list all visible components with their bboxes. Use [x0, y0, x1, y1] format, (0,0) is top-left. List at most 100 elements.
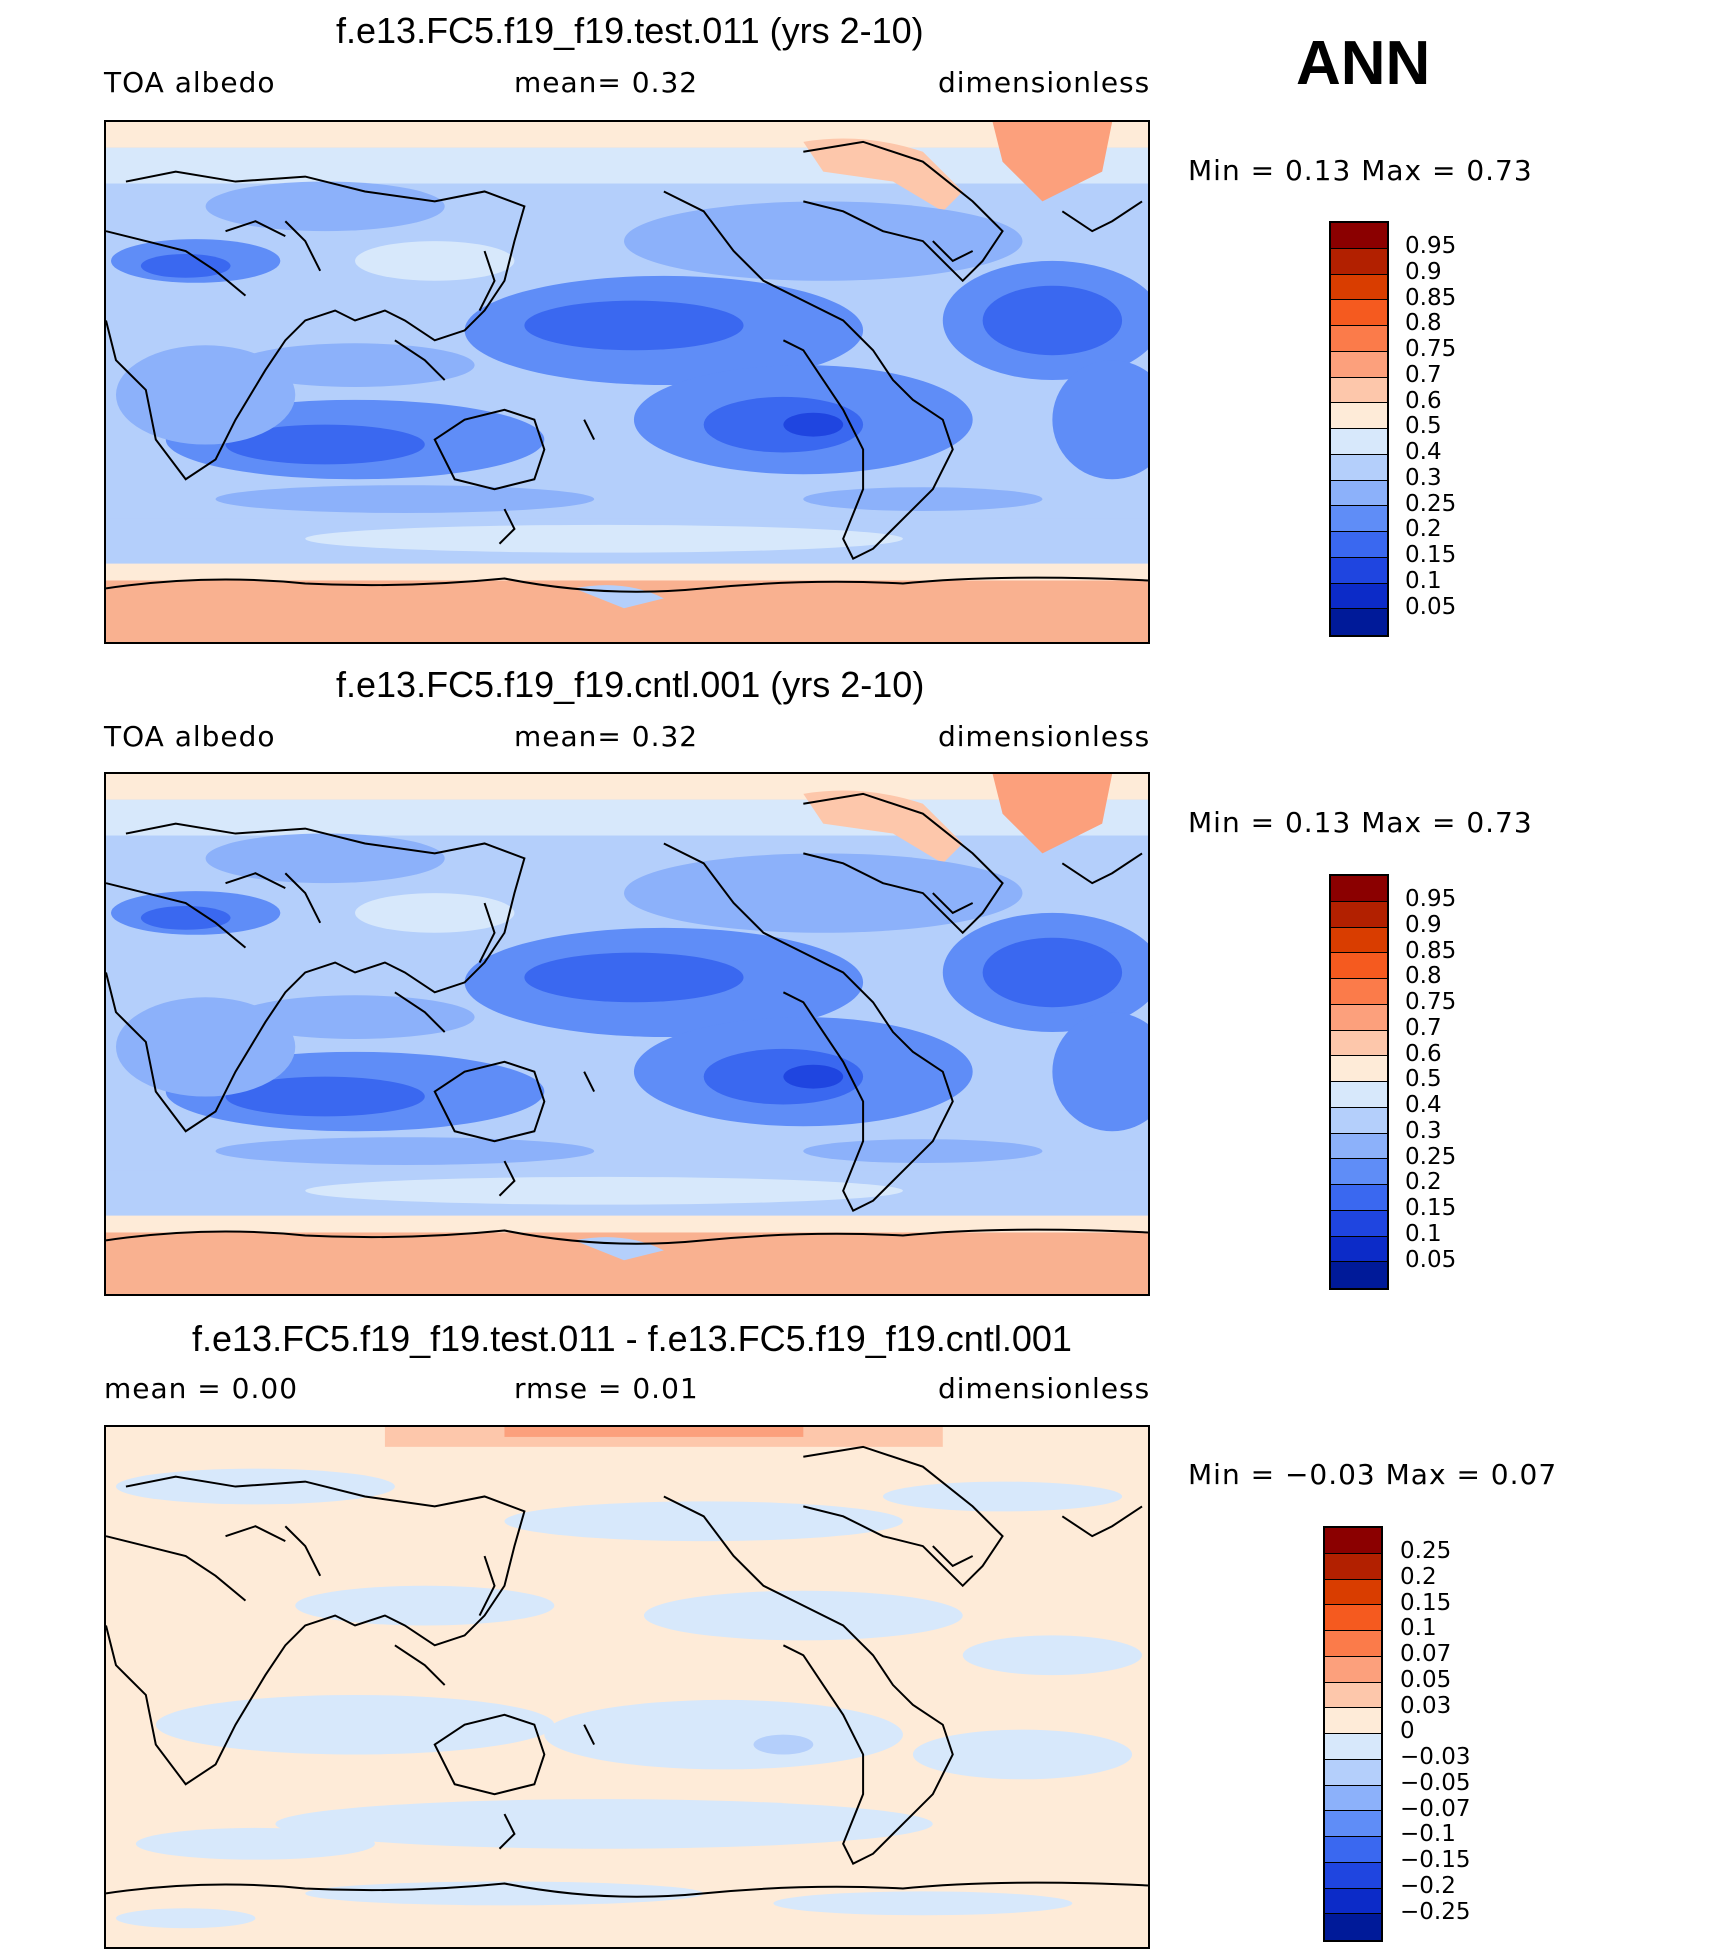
colorbar-swatch [1325, 1759, 1381, 1786]
colorbar-label: −0.05 [1400, 1769, 1471, 1796]
colorbar-label: −0.15 [1400, 1847, 1471, 1873]
colorbar-swatch [1331, 876, 1387, 902]
panel-1-title: f.e13.FC5.f19_f19.test.011 (yrs 2-10) [336, 10, 924, 51]
colorbar-swatch [1331, 532, 1387, 558]
panel-1-map-plot [106, 122, 1148, 642]
colorbar-label: 0.25 [1405, 1143, 1457, 1170]
colorbar-swatch [1331, 1210, 1387, 1237]
colorbar-label: 0.95 [1405, 886, 1457, 912]
panel-1-minmax: Min = 0.13 Max = 0.73 [1188, 154, 1533, 187]
colorbar-swatch [1331, 1030, 1387, 1057]
colorbar-label: −0.25 [1400, 1898, 1471, 1925]
colorbar-swatch [1325, 1579, 1381, 1606]
colorbar-swatch [1331, 927, 1387, 954]
colorbar-label: 0.8 [1405, 963, 1442, 990]
colorbar-swatch [1325, 1631, 1381, 1657]
panel-3-map-plot [106, 1427, 1148, 1947]
colorbar-swatch [1331, 1262, 1387, 1288]
colorbar-swatch [1331, 1004, 1387, 1031]
colorbar-swatch [1331, 454, 1387, 481]
colorbar-swatch [1331, 583, 1387, 610]
colorbar-swatch [1331, 506, 1387, 532]
panel-3-units-label: dimensionless [938, 1372, 1151, 1405]
colorbar-label: 0.3 [1405, 1117, 1442, 1144]
colorbar-label: −0.2 [1400, 1872, 1456, 1899]
colorbar-swatch [1331, 377, 1387, 404]
colorbar-label: −0.07 [1400, 1795, 1471, 1822]
colorbar-label: 0.3 [1405, 464, 1442, 491]
colorbar-swatch [1325, 1553, 1381, 1580]
panel-1-mean-label: mean= 0.32 [514, 66, 699, 99]
panel-2-title: f.e13.FC5.f19_f19.cntl.001 (yrs 2-10) [336, 664, 925, 705]
panel-1-units-label: dimensionless [938, 66, 1151, 99]
colorbar-label: 0.5 [1405, 1066, 1442, 1093]
colorbar-swatch [1331, 274, 1387, 301]
colorbar-swatch [1325, 1682, 1381, 1709]
colorbar-label: 0.7 [1405, 1014, 1442, 1041]
colorbar-label: 0.25 [1400, 1538, 1452, 1564]
panel-3-rmse-label: rmse = 0.01 [514, 1372, 699, 1405]
colorbar-swatch [1331, 1082, 1387, 1108]
panel-1-variable-label: TOA albedo [104, 66, 276, 99]
colorbar-label: 0.6 [1405, 387, 1442, 414]
colorbar-swatch [1331, 429, 1387, 455]
colorbar-label: 0.85 [1405, 284, 1457, 311]
colorbar-label: 0.9 [1405, 911, 1442, 938]
colorbar-label: 0.05 [1405, 1246, 1457, 1273]
colorbar-label: 0.1 [1405, 1220, 1442, 1247]
colorbar-swatch [1325, 1811, 1381, 1837]
colorbar-swatch [1325, 1708, 1381, 1734]
colorbar-swatch [1325, 1605, 1381, 1631]
season-label: ANN [1296, 29, 1431, 98]
colorbar-label: 0.8 [1405, 310, 1442, 337]
colorbar-swatch [1331, 901, 1387, 928]
colorbar-swatch [1331, 1056, 1387, 1082]
colorbar-swatch [1331, 953, 1387, 979]
colorbar-label: 0.1 [1400, 1615, 1437, 1642]
colorbar-label: 0.03 [1400, 1692, 1452, 1719]
colorbar-swatch [1331, 480, 1387, 507]
colorbar-swatch [1331, 1236, 1387, 1263]
colorbar-label: 0 [1400, 1718, 1415, 1745]
colorbar-label: 0.4 [1405, 1092, 1442, 1118]
panel-3-minmax: Min = −0.03 Max = 0.07 [1188, 1458, 1558, 1491]
panel-3-title: f.e13.FC5.f19_f19.test.011 - f.e13.FC5.f… [192, 1318, 1072, 1359]
panel-3-map [104, 1425, 1150, 1949]
colorbar-label: 0.15 [1400, 1589, 1452, 1616]
colorbar-label: 0.2 [1405, 516, 1442, 543]
colorbar-swatch [1331, 609, 1387, 635]
colorbar-swatch [1331, 1159, 1387, 1185]
panel-2-units-label: dimensionless [938, 720, 1151, 753]
panel-3-colorbar-labels: 0.25 0.2 0.15 0.1 0.07 0.05 0.03 0 −0.03 −0.05 −0.… [1400, 1538, 1471, 1925]
colorbar-label: 0.2 [1405, 1169, 1442, 1196]
colorbar-swatch [1331, 1185, 1387, 1211]
colorbar-swatch [1331, 403, 1387, 429]
colorbar-swatch [1325, 1656, 1381, 1683]
panel-2-minmax: Min = 0.13 Max = 0.73 [1188, 806, 1533, 839]
colorbar-swatch [1325, 1734, 1381, 1760]
panel-2-colorbar [1329, 874, 1389, 1290]
panel-2-colorbar-labels: 0.95 0.9 0.85 0.8 0.75 0.7 0.6 0.5 0.4 0.3 0.25 0.2… [1405, 886, 1457, 1273]
colorbar-label: 0.05 [1400, 1666, 1452, 1693]
colorbar-swatch [1331, 223, 1387, 249]
colorbar-label: 0.7 [1405, 361, 1442, 388]
colorbar-swatch [1331, 1133, 1387, 1160]
colorbar-swatch [1331, 979, 1387, 1005]
colorbar-swatch [1331, 351, 1387, 378]
colorbar-label: 0.9 [1405, 258, 1442, 285]
colorbar-label: 0.07 [1400, 1641, 1452, 1667]
colorbar-label: 0.85 [1405, 937, 1457, 964]
colorbar-swatch [1331, 300, 1387, 326]
colorbar-label: 0.25 [1405, 490, 1457, 517]
panel-1-colorbar [1329, 221, 1389, 637]
colorbar-label: 0.15 [1405, 1195, 1457, 1221]
panel-3-mean-label: mean = 0.00 [104, 1372, 299, 1405]
colorbar-swatch [1331, 248, 1387, 275]
panel-1-map [104, 120, 1150, 644]
colorbar-label: 0.4 [1405, 439, 1442, 465]
colorbar-label: 0.6 [1405, 1040, 1442, 1067]
panel-2-map-plot [106, 774, 1148, 1294]
colorbar-swatch [1331, 326, 1387, 352]
panel-2-variable-label: TOA albedo [104, 720, 276, 753]
colorbar-swatch [1331, 1107, 1387, 1134]
